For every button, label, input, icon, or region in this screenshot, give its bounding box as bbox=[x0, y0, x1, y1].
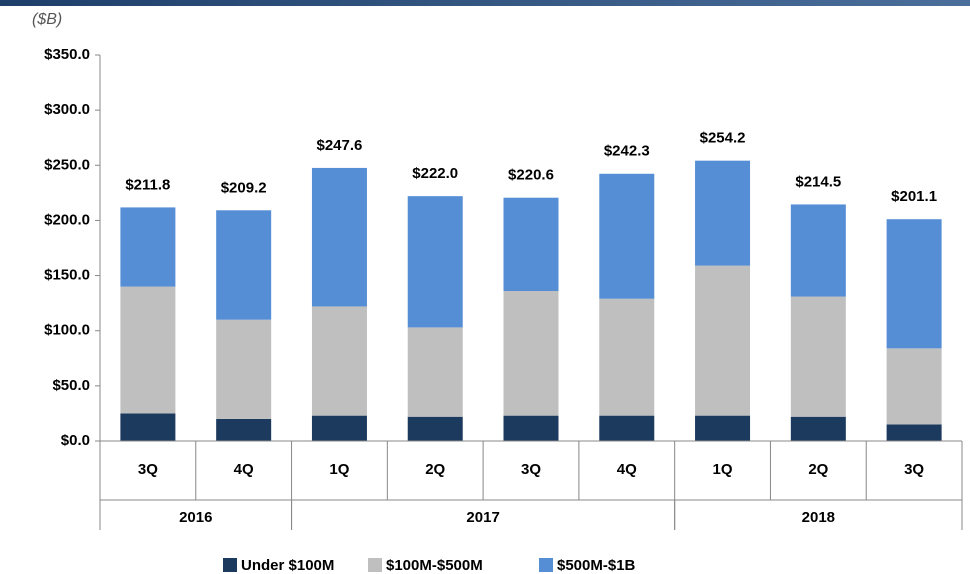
bar-segment bbox=[599, 415, 655, 441]
bar-segment bbox=[216, 210, 272, 320]
total-label: $247.6 bbox=[316, 137, 362, 154]
total-label: $211.8 bbox=[125, 176, 170, 193]
y-tick-label: $50.0 bbox=[52, 377, 90, 394]
total-label: $214.5 bbox=[795, 173, 841, 190]
bar-segment bbox=[407, 416, 463, 441]
bar-segment bbox=[790, 204, 846, 297]
bar-segment bbox=[407, 196, 463, 328]
total-label: $254.2 bbox=[700, 130, 746, 147]
x-tick-label: 4Q bbox=[617, 461, 637, 478]
x-tick-label: 2Q bbox=[808, 461, 828, 478]
y-tick-label: $200.0 bbox=[44, 211, 90, 228]
x-tick-label: 3Q bbox=[138, 461, 158, 478]
x-tick-label: 3Q bbox=[521, 461, 541, 478]
y-tick-label: $150.0 bbox=[44, 267, 90, 284]
total-label: $201.1 bbox=[891, 188, 937, 205]
header-band bbox=[0, 0, 970, 6]
total-label: $242.3 bbox=[604, 143, 650, 160]
x-tick-label: 1Q bbox=[713, 461, 733, 478]
group-label: 2018 bbox=[802, 509, 835, 526]
x-tick-label: 1Q bbox=[329, 461, 349, 478]
bar-segment bbox=[695, 160, 751, 266]
bar-segment bbox=[120, 207, 176, 287]
bar-segment bbox=[311, 306, 367, 416]
total-label: $209.2 bbox=[221, 179, 267, 196]
y-tick-label: $350.0 bbox=[44, 46, 90, 63]
bar-segment bbox=[599, 298, 655, 416]
x-tick-label: 2Q bbox=[425, 461, 445, 478]
bar-segment bbox=[407, 327, 463, 417]
bar-segment bbox=[120, 413, 176, 441]
group-label: 2016 bbox=[179, 509, 212, 526]
bar-segment bbox=[695, 265, 751, 416]
y-tick-label: $100.0 bbox=[44, 322, 90, 339]
legend-label: $500M-$1B bbox=[557, 557, 636, 574]
total-label: $222.0 bbox=[412, 165, 458, 182]
bar-segment bbox=[311, 167, 367, 307]
bar-segment bbox=[886, 424, 942, 441]
y-tick-label: $0.0 bbox=[61, 432, 90, 449]
total-label: $220.6 bbox=[508, 167, 554, 184]
bar-segment bbox=[886, 348, 942, 425]
bar-segment bbox=[503, 415, 559, 441]
bar-segment bbox=[216, 319, 272, 419]
y-tick-label: $250.0 bbox=[44, 156, 90, 173]
legend-label: Under $100M bbox=[241, 557, 334, 574]
legend-swatch bbox=[368, 558, 382, 572]
bar-segment bbox=[886, 219, 942, 349]
bar-segment bbox=[599, 173, 655, 299]
bar-segment bbox=[503, 197, 559, 292]
x-tick-label: 3Q bbox=[904, 461, 924, 478]
bar-segment bbox=[311, 415, 367, 441]
legend-swatch bbox=[539, 558, 553, 572]
legend-swatch bbox=[223, 558, 237, 572]
y-tick-label: $300.0 bbox=[44, 101, 90, 118]
bar-segment bbox=[120, 286, 176, 414]
bar-segment bbox=[790, 416, 846, 441]
bar-segment bbox=[503, 291, 559, 416]
x-tick-label: 4Q bbox=[234, 461, 254, 478]
bar-segment bbox=[790, 296, 846, 417]
group-label: 2017 bbox=[466, 509, 499, 526]
legend-label: $100M-$500M bbox=[386, 557, 483, 574]
subtitle: ($B) bbox=[32, 11, 62, 28]
bar-segment bbox=[695, 415, 751, 441]
bar-segment bbox=[216, 418, 272, 441]
